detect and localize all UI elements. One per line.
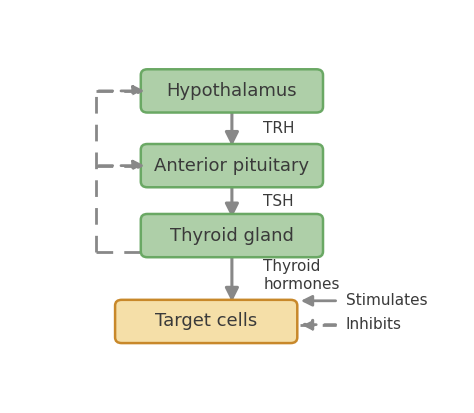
FancyBboxPatch shape xyxy=(141,69,323,112)
FancyBboxPatch shape xyxy=(141,214,323,257)
Text: TSH: TSH xyxy=(263,194,294,209)
Text: TRH: TRH xyxy=(263,121,295,136)
Text: Anterior pituitary: Anterior pituitary xyxy=(155,157,310,175)
Text: Inhibits: Inhibits xyxy=(346,317,402,332)
Text: Stimulates: Stimulates xyxy=(346,293,428,308)
FancyBboxPatch shape xyxy=(115,300,297,343)
Text: Thyroid
hormones: Thyroid hormones xyxy=(263,259,340,292)
FancyBboxPatch shape xyxy=(141,144,323,187)
Text: Target cells: Target cells xyxy=(155,313,257,330)
Text: Thyroid gland: Thyroid gland xyxy=(170,227,294,244)
Text: Hypothalamus: Hypothalamus xyxy=(166,82,297,100)
